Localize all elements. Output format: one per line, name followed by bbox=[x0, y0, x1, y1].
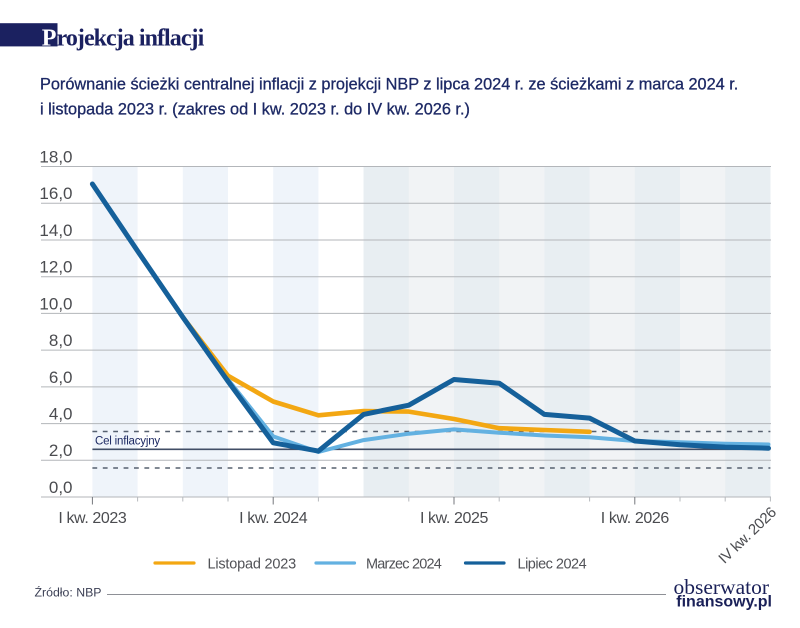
svg-text:Cel inflacyjny: Cel inflacyjny bbox=[95, 436, 160, 448]
svg-text:I kw. 2025: I kw. 2025 bbox=[420, 510, 489, 527]
svg-text:6,0: 6,0 bbox=[49, 368, 73, 387]
svg-text:i listopada 2023 r. (zakres od: i listopada 2023 r. (zakres od I kw. 202… bbox=[40, 100, 470, 118]
svg-text:I kw. 2023: I kw. 2023 bbox=[58, 510, 127, 527]
svg-text:10,0: 10,0 bbox=[39, 294, 72, 313]
svg-text:P: P bbox=[42, 25, 57, 51]
svg-text:Lipiec 2024: Lipiec 2024 bbox=[518, 556, 587, 572]
svg-text:Listopad 2023: Listopad 2023 bbox=[208, 556, 297, 572]
svg-text:I kw. 2026: I kw. 2026 bbox=[601, 510, 670, 527]
svg-text:rojekcja inflacji: rojekcja inflacji bbox=[57, 25, 205, 51]
svg-text:Porównanie ścieżki centralnej: Porównanie ścieżki centralnej inflacji z… bbox=[40, 75, 738, 93]
svg-text:18,0: 18,0 bbox=[39, 147, 72, 166]
svg-text:I kw. 2024: I kw. 2024 bbox=[239, 510, 308, 527]
svg-text:12,0: 12,0 bbox=[39, 258, 72, 277]
svg-text:IV kw. 2026: IV kw. 2026 bbox=[715, 504, 779, 567]
svg-text:16,0: 16,0 bbox=[39, 184, 72, 203]
svg-text:4,0: 4,0 bbox=[49, 405, 73, 424]
svg-text:14,0: 14,0 bbox=[39, 221, 72, 240]
svg-text:Marzec 2024: Marzec 2024 bbox=[366, 556, 442, 572]
svg-text:0,0: 0,0 bbox=[49, 478, 73, 497]
svg-text:2,0: 2,0 bbox=[49, 441, 73, 460]
svg-text:8,0: 8,0 bbox=[49, 331, 73, 350]
svg-text:finansowy.pl: finansowy.pl bbox=[676, 594, 772, 611]
svg-text:Źródło: NBP: Źródło: NBP bbox=[35, 585, 102, 600]
svg-text:obserwator: obserwator bbox=[673, 575, 769, 599]
